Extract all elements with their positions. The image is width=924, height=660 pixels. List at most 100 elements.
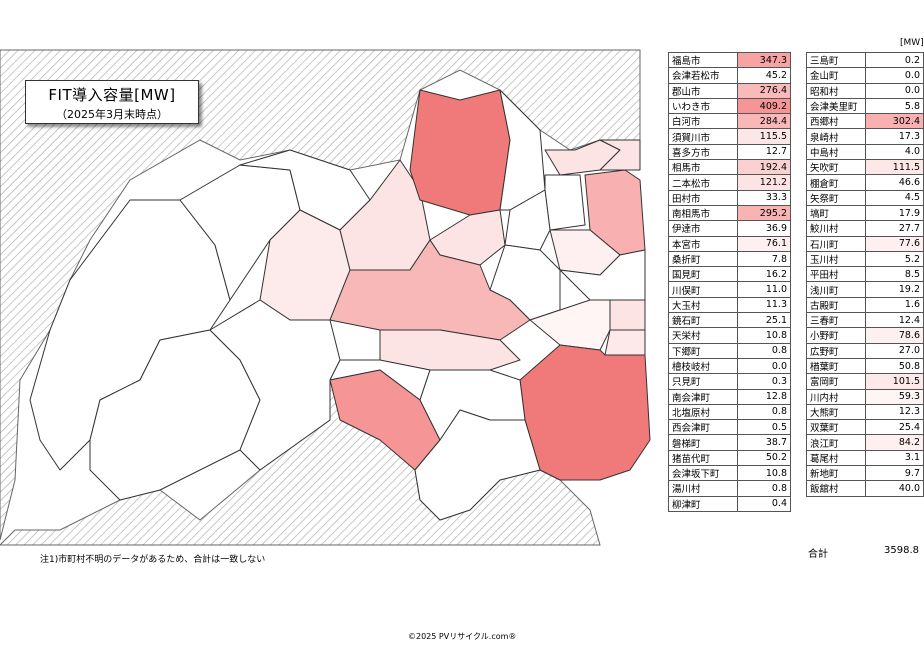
municipality-name: 下郷町 bbox=[668, 342, 738, 359]
capacity-value: 295.2 bbox=[737, 204, 791, 222]
municipality-name: 三春町 bbox=[806, 312, 866, 329]
table-row: 飯舘村 40.0 bbox=[806, 480, 924, 497]
capacity-value: 19.2 bbox=[864, 281, 924, 298]
municipality-name: 本宮市 bbox=[668, 235, 738, 252]
municipality-name: 大玉村 bbox=[668, 296, 738, 314]
municipality-name: 昭和村 bbox=[806, 82, 866, 99]
table-row: 大玉村 11.3 bbox=[668, 296, 791, 314]
table-row: 矢吹町 111.5 bbox=[806, 159, 924, 176]
municipality-name: 古殿町 bbox=[806, 296, 866, 314]
municipality-name: 三島町 bbox=[806, 51, 866, 69]
capacity-value: 25.1 bbox=[737, 312, 791, 329]
municipality-name: 大熊町 bbox=[806, 403, 866, 421]
municipality-name: 石川町 bbox=[806, 235, 866, 252]
table-row: 柳津町 0.4 bbox=[668, 495, 791, 512]
capacity-value: 27.0 bbox=[864, 342, 924, 359]
municipality-name: 西会津町 bbox=[668, 419, 738, 436]
table-row: 相馬市 192.4 bbox=[668, 159, 791, 176]
table-row: 本宮市 76.1 bbox=[668, 235, 791, 252]
municipality-name: 磐梯町 bbox=[668, 434, 738, 451]
table-row: 伊達市 36.9 bbox=[668, 220, 791, 237]
table-row: 昭和村 0.0 bbox=[806, 82, 924, 99]
table-row: 白河市 284.4 bbox=[668, 113, 791, 130]
table-row: 浪江町 84.2 bbox=[806, 434, 924, 451]
municipality-name: 富岡町 bbox=[806, 373, 866, 390]
table-row: 会津美里町 5.8 bbox=[806, 97, 924, 115]
municipality-name: 郡山市 bbox=[668, 82, 738, 99]
capacity-value: 40.0 bbox=[864, 480, 924, 497]
municipality-name: 飯舘村 bbox=[806, 480, 866, 497]
capacity-value: 115.5 bbox=[737, 128, 791, 145]
region-tomioka bbox=[604, 329, 646, 356]
municipality-table-left: 福島市 347.3 会津若松市 45.2 郡山市 276.4 いわき市 409.2 白河市 284… bbox=[668, 51, 791, 512]
municipality-name: 泉崎村 bbox=[806, 128, 866, 145]
municipality-name: 桑折町 bbox=[668, 250, 738, 268]
table-row: 浅川町 19.2 bbox=[806, 281, 924, 298]
table-row: 二本松市 121.2 bbox=[668, 174, 791, 191]
table-row: 西会津町 0.5 bbox=[668, 419, 791, 436]
capacity-value: 10.8 bbox=[737, 327, 791, 344]
municipality-name: 会津美里町 bbox=[806, 97, 866, 115]
capacity-value: 27.7 bbox=[864, 220, 924, 237]
capacity-value: 3.1 bbox=[864, 449, 924, 467]
table-row: 檜枝岐村 0.0 bbox=[668, 357, 791, 375]
capacity-value: 0.8 bbox=[737, 480, 791, 497]
capacity-value: 12.3 bbox=[864, 403, 924, 421]
map-title-box: FIT導入容量[MW] （2025年3月末時点） bbox=[25, 80, 199, 124]
capacity-value: 11.3 bbox=[737, 296, 791, 314]
capacity-value: 17.3 bbox=[864, 128, 924, 145]
capacity-value: 45.2 bbox=[737, 67, 791, 84]
capacity-value: 36.9 bbox=[737, 220, 791, 237]
municipality-name: 鏡石町 bbox=[668, 312, 738, 329]
municipality-name: 新地町 bbox=[806, 465, 866, 482]
municipality-name: 白河市 bbox=[668, 113, 738, 130]
municipality-table-right: 三島町 0.2 金山町 0.0 昭和村 0.0 会津美里町 5.8 西郷村 302.4 泉崎村 17.… bbox=[806, 51, 924, 497]
table-row: 天栄村 10.8 bbox=[668, 327, 791, 344]
capacity-value: 347.3 bbox=[737, 51, 791, 69]
municipality-name: 棚倉町 bbox=[806, 174, 866, 191]
table-row: 矢祭町 4.5 bbox=[806, 189, 924, 206]
table-row: 国見町 16.2 bbox=[668, 266, 791, 283]
table-row: 田村市 33.3 bbox=[668, 189, 791, 206]
municipality-name: 矢吹町 bbox=[806, 159, 866, 176]
total-value: 3598.8 bbox=[884, 545, 919, 556]
municipality-name: 伊達市 bbox=[668, 220, 738, 237]
municipality-name: 川内村 bbox=[806, 388, 866, 405]
municipality-name: 天栄村 bbox=[668, 327, 738, 344]
table-row: 会津若松市 45.2 bbox=[668, 67, 791, 84]
table-row: 喜多方市 12.7 bbox=[668, 143, 791, 161]
municipality-name: 檜枝岐村 bbox=[668, 357, 738, 375]
table-row: 大熊町 12.3 bbox=[806, 403, 924, 421]
table-row: 川俣町 11.0 bbox=[668, 281, 791, 298]
capacity-value: 0.5 bbox=[737, 419, 791, 436]
region-kawamata bbox=[504, 189, 551, 251]
capacity-value: 302.4 bbox=[864, 113, 924, 130]
region-southwest-b bbox=[209, 299, 341, 471]
table-row: 須賀川市 115.5 bbox=[668, 128, 791, 145]
municipality-name: 平田村 bbox=[806, 266, 866, 283]
capacity-value: 0.0 bbox=[737, 357, 791, 375]
capacity-value: 409.2 bbox=[737, 97, 791, 115]
municipality-name: 二本松市 bbox=[668, 174, 738, 191]
capacity-value: 0.4 bbox=[737, 495, 791, 512]
table-row: 金山町 0.0 bbox=[806, 67, 924, 84]
table-row: 平田村 8.5 bbox=[806, 266, 924, 283]
table-row: 猪苗代町 50.2 bbox=[668, 449, 791, 467]
capacity-value: 50.2 bbox=[737, 449, 791, 467]
region-iwaki bbox=[519, 344, 651, 481]
municipality-name: 南会津町 bbox=[668, 388, 738, 405]
table-row: 北塩原村 0.8 bbox=[668, 403, 791, 421]
capacity-value: 38.7 bbox=[737, 434, 791, 451]
municipality-name: 矢祭町 bbox=[806, 189, 866, 206]
municipality-name: 北塩原村 bbox=[668, 403, 738, 421]
table-row: 西郷村 302.4 bbox=[806, 113, 924, 130]
table-row: 小野町 78.6 bbox=[806, 327, 924, 344]
table-row: 鏡石町 25.1 bbox=[668, 312, 791, 329]
capacity-value: 76.1 bbox=[737, 235, 791, 252]
table-row: 磐梯町 38.7 bbox=[668, 434, 791, 451]
table-row: 川内村 59.3 bbox=[806, 388, 924, 405]
municipality-name: 浅川町 bbox=[806, 281, 866, 298]
table-row: 会津坂下町 10.8 bbox=[668, 465, 791, 482]
capacity-value: 0.3 bbox=[737, 373, 791, 390]
capacity-value: 10.8 bbox=[737, 465, 791, 482]
